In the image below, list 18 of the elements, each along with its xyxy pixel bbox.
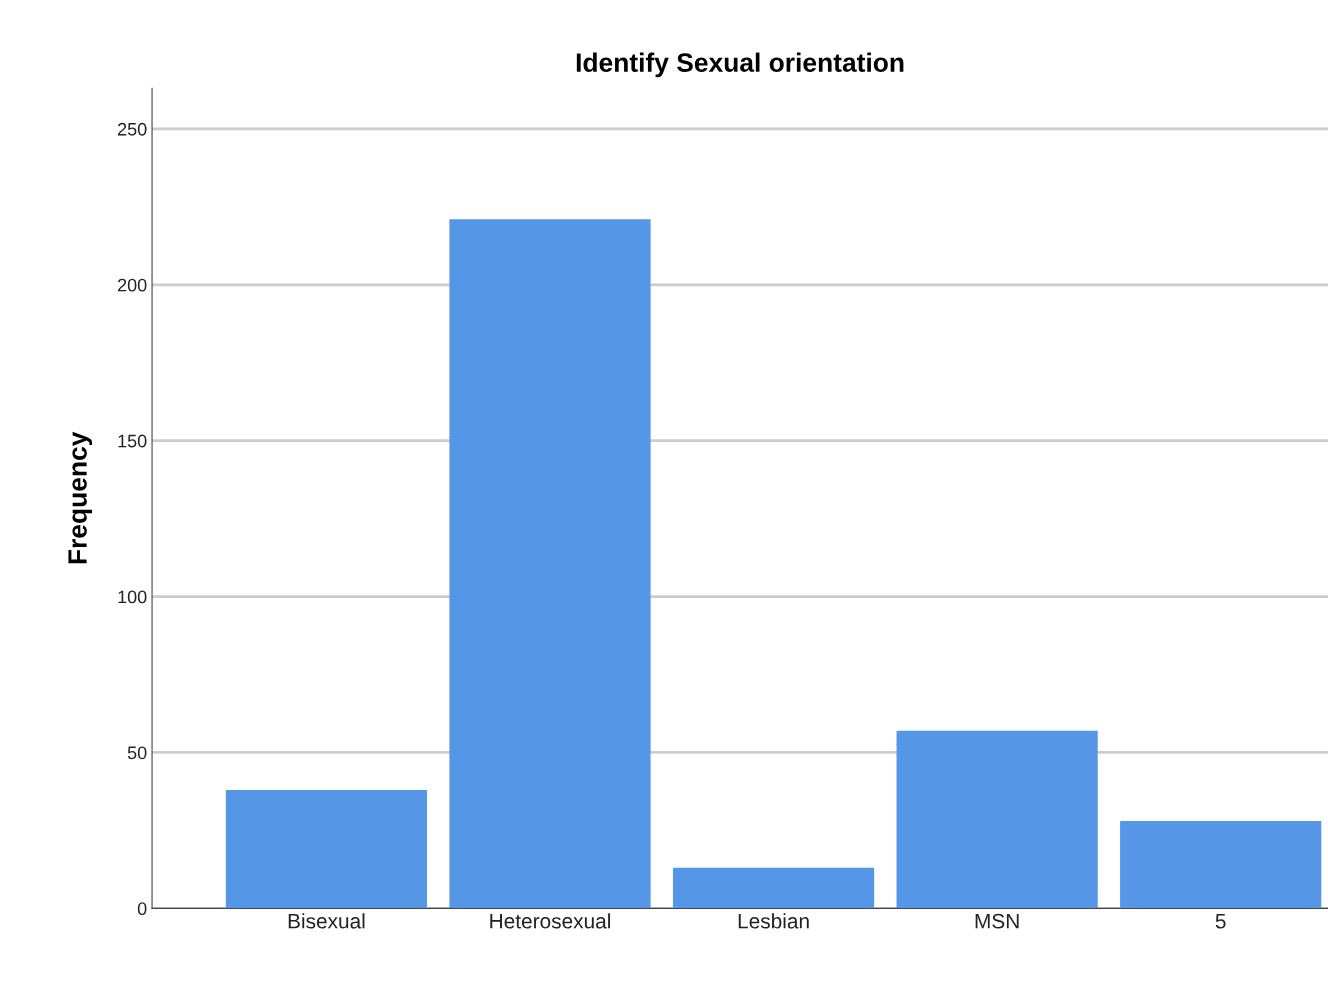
y-tick-label: 150	[118, 434, 147, 448]
x-tick-label: Heterosexual	[490, 913, 610, 929]
bar	[1120, 821, 1322, 909]
y-tick-label: 50	[127, 746, 147, 760]
x-tick-label: Lesbian	[738, 913, 809, 929]
bar	[225, 789, 428, 909]
y-tick-label: 250	[117, 122, 147, 136]
y-axis-title: Frequency	[68, 431, 93, 564]
x-tick-label: Bisexual	[288, 913, 365, 929]
y-tick-label: 0	[137, 902, 147, 916]
chart-title: Identify Sexual orientation	[576, 52, 904, 78]
x-tick-label: 5	[1215, 913, 1226, 929]
bar	[896, 730, 1098, 909]
bar	[672, 867, 875, 909]
x-tick-label: MSN	[975, 913, 1019, 929]
y-tick-label: 200	[117, 278, 147, 292]
bar	[449, 219, 651, 909]
y-tick-label: 100	[118, 590, 147, 604]
